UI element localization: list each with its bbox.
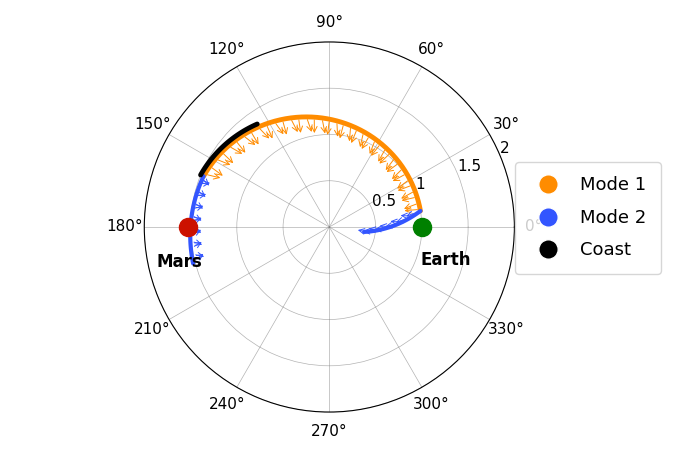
- Legend: Mode 1, Mode 2, Coast: Mode 1, Mode 2, Coast: [515, 162, 661, 274]
- Text: Earth: Earth: [420, 251, 470, 269]
- Text: Mars: Mars: [157, 253, 202, 271]
